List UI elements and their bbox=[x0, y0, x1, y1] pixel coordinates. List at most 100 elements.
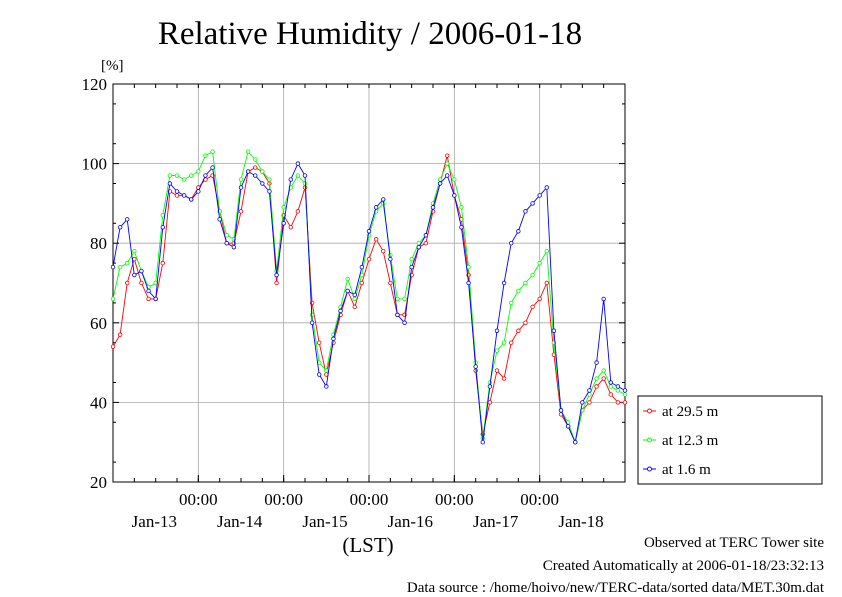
data-point bbox=[196, 189, 201, 194]
data-point bbox=[295, 173, 301, 178]
x-tick-time-label: 00:00 bbox=[350, 490, 389, 509]
data-point bbox=[139, 268, 144, 274]
x-tick-date-label: Jan-15 bbox=[302, 512, 347, 531]
x-tick-time-label: 00:00 bbox=[520, 490, 559, 509]
data-point bbox=[416, 244, 421, 250]
data-point bbox=[324, 384, 329, 389]
data-point bbox=[622, 388, 628, 393]
legend-swatch-marker bbox=[647, 408, 652, 414]
data-point bbox=[125, 280, 130, 286]
data-point bbox=[615, 384, 621, 389]
data-point bbox=[203, 153, 208, 158]
data-point bbox=[125, 260, 130, 266]
data-point bbox=[196, 169, 201, 174]
data-point bbox=[174, 193, 180, 198]
legend: at 29.5 m at 12.3 m at 1.6 m bbox=[637, 395, 823, 485]
data-point bbox=[359, 280, 365, 286]
data-point bbox=[132, 248, 137, 254]
data-point bbox=[132, 272, 137, 278]
data-point bbox=[587, 388, 592, 393]
data-point bbox=[452, 193, 457, 198]
x-tick-date-label: Jan-16 bbox=[388, 512, 433, 531]
data-point bbox=[487, 384, 493, 389]
data-point bbox=[267, 177, 272, 182]
data-point bbox=[452, 177, 457, 182]
series-group bbox=[110, 149, 628, 445]
data-point bbox=[317, 340, 322, 345]
data-point bbox=[110, 264, 116, 270]
grid bbox=[113, 84, 625, 482]
y-tick-label: 20 bbox=[90, 473, 107, 492]
data-point bbox=[594, 360, 599, 365]
footer-created: Created Automatically at 2006-01-18/23:3… bbox=[542, 558, 824, 574]
data-point bbox=[537, 260, 542, 266]
data-point bbox=[181, 193, 187, 198]
data-point bbox=[580, 400, 585, 405]
data-point bbox=[210, 165, 215, 170]
data-point bbox=[231, 244, 237, 250]
data-point bbox=[288, 225, 293, 230]
data-point bbox=[217, 217, 222, 222]
data-point bbox=[366, 256, 372, 262]
data-point bbox=[373, 237, 379, 242]
y-tick-label: 100 bbox=[82, 155, 108, 174]
data-point bbox=[381, 248, 386, 254]
data-point bbox=[445, 153, 450, 158]
data-point bbox=[608, 384, 613, 389]
data-point bbox=[110, 296, 116, 302]
data-point bbox=[537, 193, 542, 198]
series-2 bbox=[110, 161, 628, 445]
data-point bbox=[494, 368, 500, 373]
data-point bbox=[160, 225, 165, 230]
x-tick-date-label: Jan-13 bbox=[132, 512, 177, 531]
series-1 bbox=[110, 149, 628, 445]
data-point bbox=[274, 272, 279, 278]
data-point bbox=[423, 233, 429, 238]
chart-title: Relative Humidity / 2006-01-18 bbox=[158, 16, 582, 52]
data-point bbox=[189, 173, 194, 178]
data-point bbox=[480, 440, 485, 445]
data-point bbox=[260, 169, 265, 174]
x-tick-date-label: Jan-18 bbox=[558, 512, 603, 531]
data-point bbox=[324, 368, 329, 373]
data-point bbox=[117, 264, 123, 270]
data-point bbox=[530, 201, 535, 206]
data-point bbox=[366, 229, 372, 234]
data-point bbox=[338, 308, 343, 314]
data-point bbox=[160, 213, 165, 218]
data-point bbox=[160, 260, 165, 266]
data-point bbox=[189, 197, 194, 202]
data-point bbox=[494, 328, 500, 333]
data-point bbox=[409, 256, 414, 262]
data-point bbox=[516, 229, 521, 234]
data-point bbox=[509, 300, 514, 306]
y-tick-label: 60 bbox=[90, 314, 107, 333]
data-point bbox=[309, 320, 315, 325]
data-point bbox=[146, 288, 151, 294]
data-point bbox=[608, 392, 613, 397]
data-point bbox=[352, 296, 357, 302]
x-tick-time-label: 00:00 bbox=[264, 490, 303, 509]
x-tick-date-label: Jan-14 bbox=[217, 512, 263, 531]
data-point bbox=[501, 340, 507, 345]
data-point bbox=[359, 264, 365, 270]
data-point bbox=[558, 408, 564, 413]
data-point bbox=[167, 173, 173, 178]
data-point bbox=[317, 372, 322, 377]
data-point bbox=[622, 392, 628, 397]
data-point bbox=[373, 205, 379, 210]
data-point bbox=[388, 280, 393, 286]
footer-observed: Observed at TERC Tower site bbox=[643, 535, 824, 551]
data-point bbox=[551, 328, 557, 333]
data-point bbox=[466, 280, 471, 286]
legend-swatch-marker bbox=[647, 437, 652, 443]
legend-box bbox=[637, 395, 823, 485]
footer-source: Data source : /home/hoivo/new/TERC-data/… bbox=[406, 580, 824, 596]
data-point bbox=[295, 161, 301, 166]
data-point bbox=[210, 149, 215, 154]
data-point bbox=[295, 209, 301, 214]
data-point bbox=[523, 280, 528, 286]
data-point bbox=[181, 177, 187, 182]
axis-ticks: 2040608010012000:00Jan-1300:00Jan-1400:0… bbox=[82, 75, 626, 531]
data-point bbox=[494, 348, 500, 353]
